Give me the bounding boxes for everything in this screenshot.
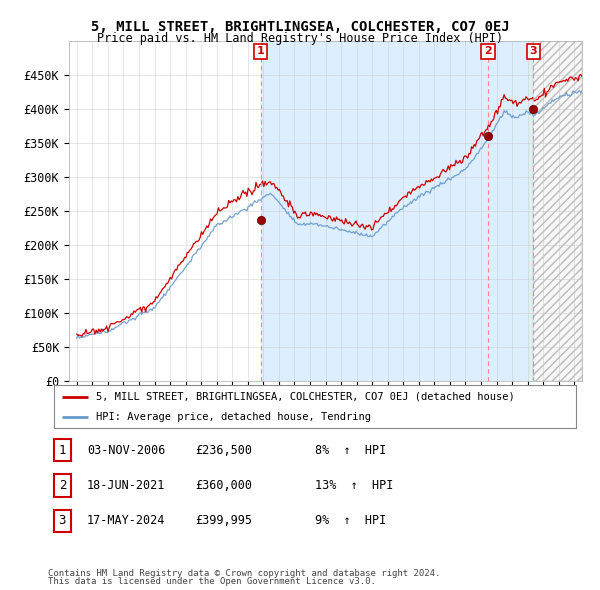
Text: 1: 1 [257, 47, 265, 57]
Text: 5, MILL STREET, BRIGHTLINGSEA, COLCHESTER, CO7 0EJ (detached house): 5, MILL STREET, BRIGHTLINGSEA, COLCHESTE… [96, 392, 515, 402]
Text: 3: 3 [530, 47, 537, 57]
Text: 03-NOV-2006: 03-NOV-2006 [87, 444, 166, 457]
Text: 17-MAY-2024: 17-MAY-2024 [87, 514, 166, 527]
Text: HPI: Average price, detached house, Tendring: HPI: Average price, detached house, Tend… [96, 412, 371, 422]
Text: 3: 3 [59, 514, 66, 527]
Text: 2: 2 [59, 479, 66, 492]
Text: 1: 1 [59, 444, 66, 457]
Text: £360,000: £360,000 [195, 479, 252, 492]
Bar [533, 41, 582, 381]
Text: 9%  ↑  HPI: 9% ↑ HPI [315, 514, 386, 527]
Bar [261, 41, 533, 381]
Text: This data is licensed under the Open Government Licence v3.0.: This data is licensed under the Open Gov… [48, 577, 376, 586]
Text: 13%  ↑  HPI: 13% ↑ HPI [315, 479, 394, 492]
Text: 8%  ↑  HPI: 8% ↑ HPI [315, 444, 386, 457]
Text: £399,995: £399,995 [195, 514, 252, 527]
Text: Contains HM Land Registry data © Crown copyright and database right 2024.: Contains HM Land Registry data © Crown c… [48, 569, 440, 578]
Text: 5, MILL STREET, BRIGHTLINGSEA, COLCHESTER, CO7 0EJ: 5, MILL STREET, BRIGHTLINGSEA, COLCHESTE… [91, 20, 509, 34]
Text: Price paid vs. HM Land Registry's House Price Index (HPI): Price paid vs. HM Land Registry's House … [97, 32, 503, 45]
Text: £236,500: £236,500 [195, 444, 252, 457]
Bar [533, 41, 582, 381]
Text: 18-JUN-2021: 18-JUN-2021 [87, 479, 166, 492]
Text: 2: 2 [484, 47, 492, 57]
